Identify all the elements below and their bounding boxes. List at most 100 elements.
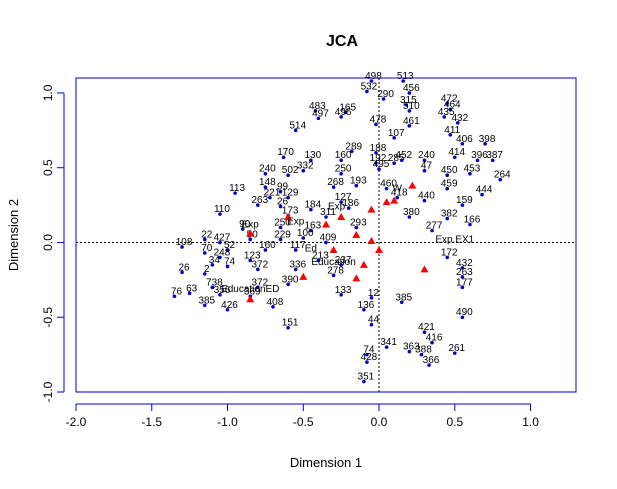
row-point xyxy=(442,115,446,119)
row-point-label: 406 xyxy=(456,134,473,145)
row-point-label: 263 xyxy=(456,267,473,278)
row-point-label: 229 xyxy=(274,229,291,240)
row-point xyxy=(430,340,434,345)
row-point-label: 186 xyxy=(342,198,359,209)
row-point xyxy=(180,245,184,249)
row-point-label: 261 xyxy=(448,343,465,354)
category-point xyxy=(367,236,376,244)
row-point-label: 47 xyxy=(421,161,433,172)
row-point-label: 70 xyxy=(201,243,213,254)
row-point xyxy=(399,158,404,163)
row-point-label: 52 xyxy=(224,240,236,251)
row-point xyxy=(301,236,306,240)
row-point-label: 416 xyxy=(426,333,443,344)
row-point xyxy=(248,237,253,242)
row-point xyxy=(248,258,253,263)
row-point xyxy=(456,121,460,125)
category-point xyxy=(359,260,368,268)
row-point xyxy=(286,282,290,287)
row-point-label: 90 xyxy=(239,219,251,230)
row-point-label: 440 xyxy=(418,191,435,202)
row-point-label: 177 xyxy=(456,277,473,288)
row-point-label: 450 xyxy=(441,165,458,176)
row-point xyxy=(448,107,453,112)
row-point xyxy=(369,322,374,327)
row-point xyxy=(278,225,283,230)
row-point-label: 264 xyxy=(494,170,511,181)
row-point xyxy=(480,192,484,197)
row-point-label: 418 xyxy=(391,188,408,199)
row-point-label: 495 xyxy=(373,159,390,170)
row-point-label: 100 xyxy=(297,228,314,239)
row-point xyxy=(452,155,457,160)
row-point xyxy=(498,177,503,182)
x-tick-label: -1.0 xyxy=(217,415,238,429)
row-point xyxy=(339,263,343,267)
row-point xyxy=(365,360,369,364)
row-point xyxy=(218,293,222,297)
category-label: Ed xyxy=(305,243,317,254)
row-point xyxy=(187,291,192,296)
row-point xyxy=(349,149,354,154)
row-point xyxy=(445,101,450,106)
row-point xyxy=(339,200,343,204)
row-point xyxy=(293,248,298,252)
row-point-label: 277 xyxy=(426,221,443,232)
row-point-label: 192 xyxy=(370,153,387,164)
row-point-label: 221 xyxy=(264,188,281,199)
row-point xyxy=(460,275,465,279)
row-point xyxy=(369,79,374,83)
row-point-label: 12 xyxy=(368,288,380,299)
row-point xyxy=(268,195,272,200)
row-point-label: 63 xyxy=(186,283,198,294)
row-point xyxy=(384,186,389,191)
x-tick-label: 0.0 xyxy=(371,415,388,429)
row-point xyxy=(395,195,400,200)
row-point xyxy=(460,315,465,320)
row-point-label: 148 xyxy=(259,177,276,188)
row-point-label: 478 xyxy=(370,114,387,125)
row-point xyxy=(427,363,431,367)
row-point-label: 421 xyxy=(418,322,435,333)
row-point-label: 278 xyxy=(327,265,344,276)
row-point-label: 408 xyxy=(267,297,284,308)
y-tick-label: 0.0 xyxy=(41,234,55,251)
category-label: Exp.EX1 xyxy=(435,234,474,245)
category-label: Exp xyxy=(242,220,260,231)
row-point-label: 461 xyxy=(403,116,420,127)
row-point xyxy=(309,158,313,163)
row-point xyxy=(374,150,378,155)
row-point-label: 390 xyxy=(282,274,299,285)
row-point-label: 414 xyxy=(448,147,465,158)
category-label: Exp xyxy=(287,217,305,228)
row-point-label: 514 xyxy=(289,120,306,131)
row-point-label: 452 xyxy=(395,150,412,161)
category-label: EducationED xyxy=(221,284,279,295)
row-point xyxy=(316,116,321,121)
row-point-label: 356 xyxy=(214,285,231,296)
row-point xyxy=(218,212,222,216)
row-point xyxy=(377,167,381,172)
row-point-label: 382 xyxy=(441,209,458,220)
row-point xyxy=(460,203,465,207)
row-point xyxy=(293,267,298,272)
row-point xyxy=(490,158,495,163)
category-label: W xyxy=(392,184,402,195)
category-point xyxy=(337,213,346,221)
y-tick-label: -1.0 xyxy=(41,381,55,402)
row-point xyxy=(483,141,487,146)
row-point-label: 388 xyxy=(415,345,432,356)
row-point xyxy=(256,285,260,290)
category-point xyxy=(329,245,338,253)
row-point xyxy=(445,255,450,260)
x-tick-label: 0.5 xyxy=(446,415,463,429)
category-point xyxy=(375,245,384,253)
row-point xyxy=(404,103,409,107)
row-point xyxy=(362,379,366,384)
row-point xyxy=(202,251,207,255)
row-point xyxy=(172,294,177,299)
y-tick-label: 1.0 xyxy=(41,84,55,101)
row-point xyxy=(362,307,366,312)
row-point xyxy=(286,173,290,177)
